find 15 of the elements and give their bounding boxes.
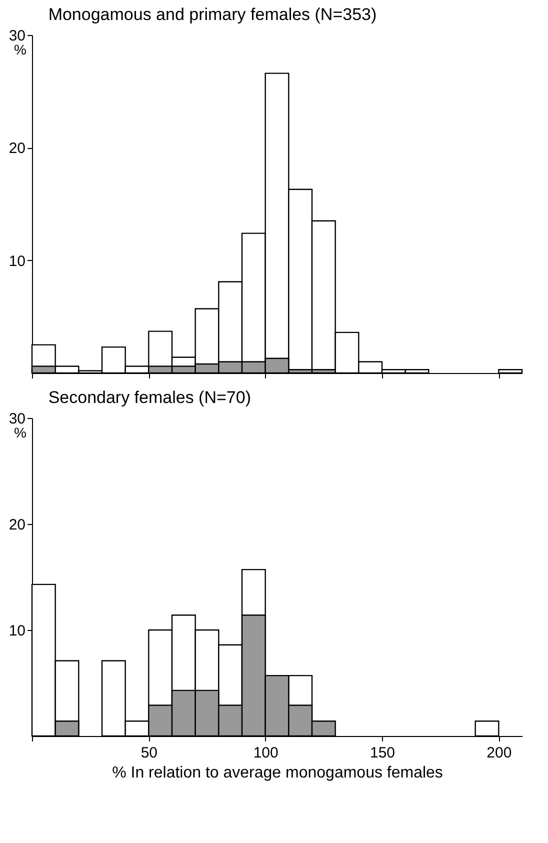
y-axis-title: % (14, 42, 26, 58)
x-axis-title: % In relation to average monogamous females (112, 764, 443, 782)
y-tick-label: 30 (8, 28, 26, 44)
y-tick-label: 10 (8, 252, 26, 270)
y-tick-label: 20 (8, 140, 26, 158)
x-tick-label: 150 (370, 744, 396, 762)
x-tick-label: 100 (253, 744, 278, 762)
chart-title: Monogamous and primary females (N=353) (48, 5, 377, 24)
y-axis-title: % (14, 424, 26, 440)
y-tick-label: 20 (8, 516, 26, 534)
x-tick-label: 50 (140, 744, 158, 762)
y-tick-label: 10 (8, 622, 26, 640)
y-tick-label: 30 (8, 410, 26, 428)
x-tick-label: 200 (486, 744, 512, 762)
chart-title: Secondary females (N=70) (48, 388, 252, 407)
